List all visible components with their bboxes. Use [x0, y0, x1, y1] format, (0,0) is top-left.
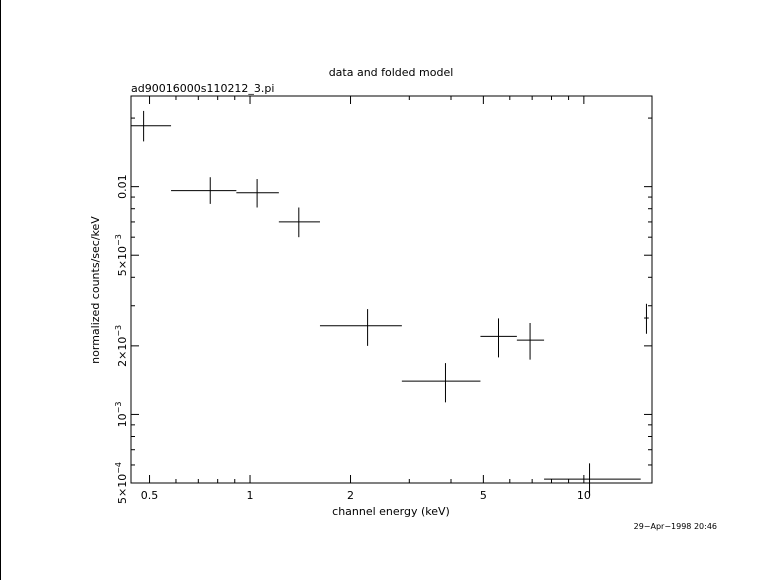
- x-tick-labels: 0.5 1 2 5 10: [141, 489, 591, 502]
- data-points: [131, 110, 649, 496]
- y-tick-label: 0.01: [116, 174, 129, 199]
- y-tick-labels: 5×10−4 10−3 2×10−3 5×10−3 0.01: [114, 174, 129, 504]
- data-point: [516, 322, 545, 360]
- timestamp: 29−Apr−1998 20:46: [634, 522, 717, 531]
- x-tick-label: 10: [577, 489, 591, 502]
- data-point: [319, 309, 402, 346]
- left-border: [0, 0, 1, 580]
- y-tick-label: 5×10−4: [114, 462, 129, 504]
- x-tick-label: 2: [347, 489, 354, 502]
- y-tick-label: 10−3: [114, 402, 129, 428]
- axis-ticks: [131, 96, 652, 484]
- data-point: [544, 463, 641, 496]
- chart-subtitle: ad90016000s110212_3.pi: [131, 82, 274, 95]
- x-axis-label: channel energy (keV): [332, 505, 450, 518]
- data-point: [171, 177, 237, 204]
- data-point: [644, 303, 649, 334]
- data-point: [401, 363, 481, 403]
- data-point: [480, 318, 517, 358]
- y-tick-label: 5×10−3: [114, 234, 129, 276]
- x-tick-label: 0.5: [141, 489, 159, 502]
- y-tick-label: 2×10−3: [114, 325, 129, 367]
- x-tick-label: 5: [480, 489, 487, 502]
- data-point: [236, 179, 279, 208]
- plot-frame: [130, 95, 653, 484]
- y-axis-label: normalized counts/sec/keV: [89, 216, 102, 364]
- data-point: [278, 207, 320, 238]
- chart-title: data and folded model: [329, 66, 454, 79]
- x-tick-label: 1: [247, 489, 254, 502]
- data-point: [131, 110, 172, 142]
